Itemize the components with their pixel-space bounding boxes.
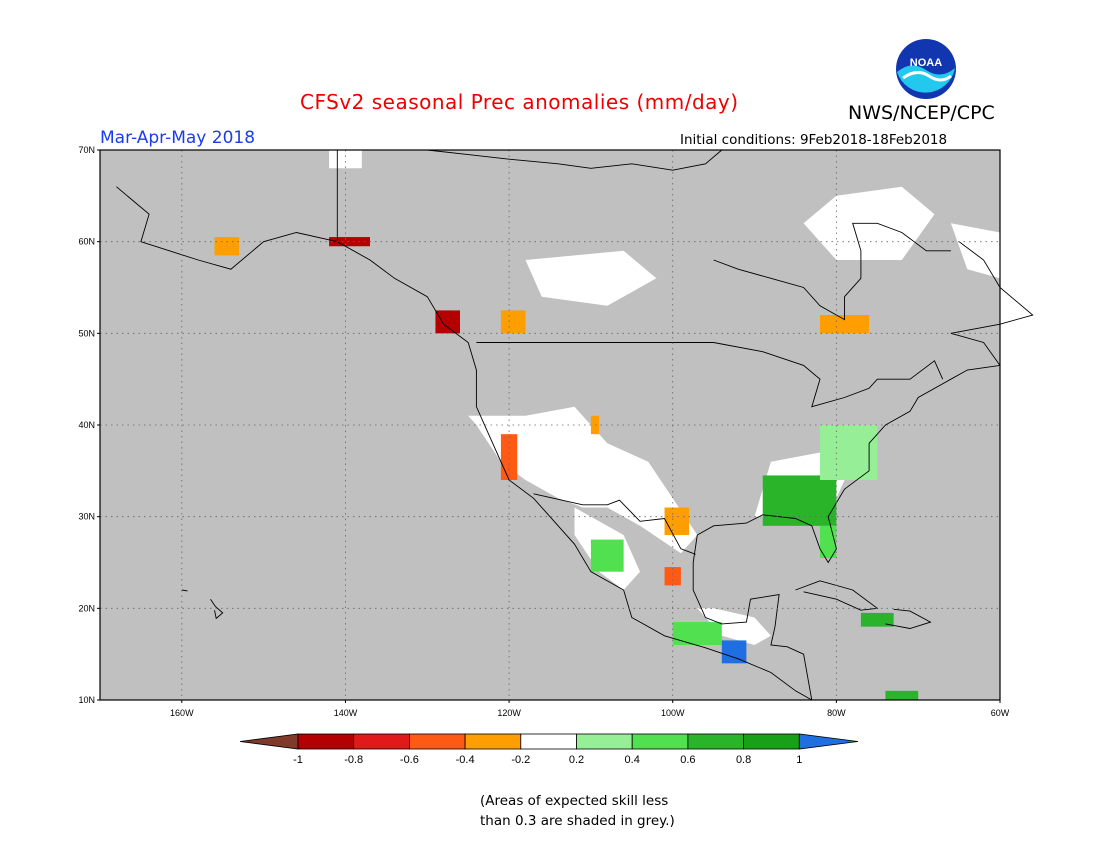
anomaly-patch-nw-mexico-wet [590,539,624,572]
colorbar-legend: -1 -0.8 -0.6 -0.4 -0.2 0.2 0.4 0.6 0.8 1 [239,733,859,766]
noaa-logo: NOAA [895,38,957,100]
colorbar-bin [743,733,800,750]
anomaly-patch-caribbean-wet [860,612,894,627]
anomaly-patch-guatemala-wet [721,640,747,664]
chart-title: CFSv2 seasonal Prec anomalies (mm/day) [300,90,739,114]
colorbar-tick-label: -0.6 [400,754,419,766]
anomaly-patch-alaska-sw-dry [214,237,240,256]
lon-tick-label: 60W [991,708,1010,718]
colorbar-tick-label: 0.4 [625,754,640,766]
footnote-line-1: (Areas of expected skill less [480,793,669,809]
colorbar-tick-label: 1 [796,754,802,766]
colorbar-bin [687,733,745,750]
colorbar-bin [464,733,522,750]
coastline-hudson-bay [713,222,951,321]
colorbar-bin [408,733,466,750]
lon-tick-label: 100W [661,708,685,718]
coastline-arctic [427,149,723,171]
lat-tick-label: 70N [78,145,95,155]
coastline-pacific [116,186,813,701]
anomaly-patch-southeast-wet [762,475,837,526]
lon-tick-label: 140W [334,708,358,718]
colorbar-tick-label: 0.2 [569,754,584,766]
coastline-hawaii-big-island [210,598,224,620]
lon-tick-label: 160W [170,708,194,718]
map-plot-area [99,149,1034,701]
svg-text:NOAA: NOAA [910,57,942,69]
colorbar-bin [520,733,577,750]
lat-tick-label: 30N [78,512,95,522]
border-us-mexico [533,493,696,555]
footnote-line-2: than 0.3 are shaded in grey.) [480,813,675,829]
colorbar-tick-label: -0.4 [456,754,475,766]
anomaly-patch-california-dry [500,434,518,480]
lon-tick-label: 80W [827,708,846,718]
colorbar-bin [631,733,689,750]
colorbar-bin [576,733,633,750]
coastline-hawaii-kauai [181,589,188,592]
lat-tick-label: 10N [78,695,95,705]
colorbar-tick-label: -0.8 [344,754,363,766]
lat-tick-label: 60N [78,237,95,247]
coastline-gulf-mexico [692,534,813,701]
colorbar-tick-label: 0.8 [736,754,751,766]
anomaly-patch-mid-atlantic-wet [820,425,878,480]
organization-label: NWS/NCEP/CPC [848,102,995,124]
anomaly-patch-bc-interior-dry [500,310,526,334]
colorbar-bin-low-arrow [239,733,299,750]
neutral-region-arctic [329,150,362,169]
anomaly-patch-colombia-wet [885,690,919,700]
anomaly-patch-quebec-dry [820,315,870,334]
lat-tick-label: 20N [78,603,95,613]
anomaly-patch-s-mexico-wet [672,622,722,645]
colorbar-bin [353,733,410,750]
border-us-canada [476,342,944,408]
coastline-hispaniola [885,608,932,629]
lat-tick-label: 40N [78,420,95,430]
colorbar-bin-high-arrow [798,733,859,750]
colorbar-tick-label: 0.6 [680,754,695,766]
neutral-region-mexico-south [697,608,771,645]
neutral-region-labrador [950,223,1000,279]
coastline-cuba [795,580,879,611]
colorbar-bin [297,733,355,750]
anomaly-patch-bc-coast-dry [435,310,460,334]
colorbar-tick-label: -1 [293,754,303,766]
anomaly-patch-texas-dry [664,507,690,535]
coastline-atlantic [697,241,1034,564]
lat-tick-label: 50N [78,328,95,338]
anomaly-patch-gulf-alaska-dry [329,237,370,247]
season-label: Mar-Apr-May 2018 [100,128,256,148]
anomaly-patch-ne-mexico-dry [664,567,681,586]
neutral-region-canada-west [525,250,657,306]
lon-tick-label: 120W [497,708,521,718]
initial-conditions-label: Initial conditions: 9Feb2018-18Feb2018 [680,132,948,148]
colorbar-tick-label: -0.2 [511,754,530,766]
